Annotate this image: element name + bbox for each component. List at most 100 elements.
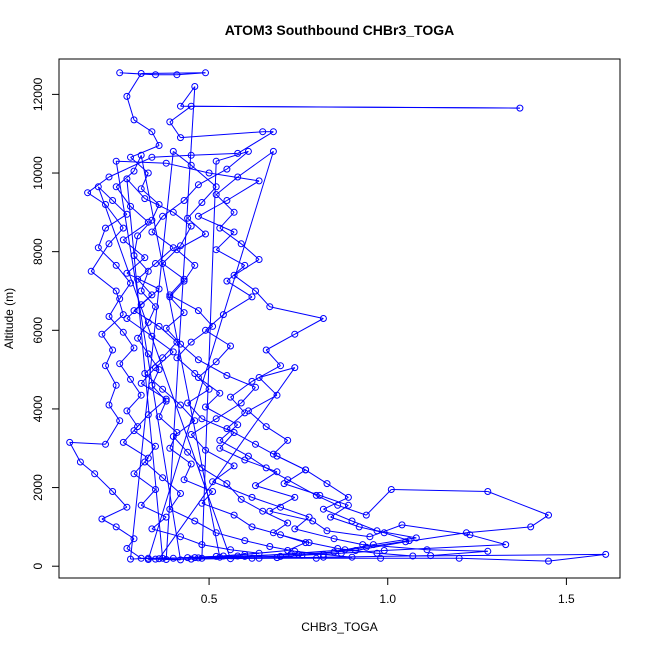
data-point (187, 460, 195, 468)
series-line-segment (405, 532, 467, 543)
data-point (123, 503, 131, 511)
series-line-segment (169, 508, 196, 522)
series-line-segment (162, 245, 181, 264)
data-point (173, 338, 181, 346)
data-point (180, 197, 188, 204)
series-line-segment (255, 471, 278, 487)
data-point (262, 423, 270, 431)
data-point (241, 550, 249, 558)
data-point (137, 554, 145, 562)
series-line-segment (133, 255, 149, 272)
data-point (284, 436, 292, 444)
series-line-segment (105, 420, 121, 445)
data-point (130, 535, 138, 543)
series-line-segment (69, 441, 106, 445)
data-point (484, 488, 492, 495)
data-point (284, 476, 292, 484)
data-point (137, 379, 145, 387)
data-point (137, 185, 145, 193)
data-point (148, 332, 156, 340)
data-point (273, 468, 281, 476)
series-line-segment (190, 325, 213, 343)
data-point (209, 488, 217, 495)
series-line-segment (162, 477, 181, 494)
data-point (177, 134, 184, 142)
data-point (202, 69, 209, 77)
data-point (262, 346, 270, 354)
data-point (187, 161, 195, 169)
data-point (94, 244, 102, 252)
data-point (237, 399, 245, 407)
series-line-segment (198, 168, 228, 186)
data-point (269, 128, 277, 136)
data-point (241, 456, 249, 464)
series-line-segment (530, 514, 549, 528)
series-line-segment (115, 170, 135, 188)
data-point (84, 189, 92, 197)
data-point (255, 554, 263, 562)
series-line-segment (216, 532, 245, 542)
data-point (212, 191, 220, 199)
data-point (137, 391, 145, 399)
series-line-segment (140, 489, 156, 506)
series-line-segment (198, 361, 217, 378)
series-line-segment (165, 86, 196, 560)
data-point (191, 261, 199, 269)
series-line-segment (151, 131, 160, 146)
data-point (162, 159, 170, 167)
series-line-segment (262, 510, 288, 524)
series-line-segment (151, 384, 167, 402)
data-point (248, 523, 256, 531)
data-point (148, 128, 156, 136)
data-point (230, 208, 238, 216)
series-line-segment (215, 231, 235, 251)
data-point (130, 116, 138, 124)
series-line-segment (140, 367, 156, 384)
series-line-segment (201, 502, 235, 516)
series-line-segment (140, 382, 167, 400)
data-point (177, 490, 184, 497)
series-line-segment (162, 341, 178, 359)
series-line-segment (487, 491, 549, 516)
data-point (209, 322, 217, 330)
data-point (177, 556, 184, 564)
data-point (152, 71, 159, 79)
y-tick-label: 6000 (31, 317, 45, 344)
series-line-segment (326, 483, 349, 498)
data-point (123, 407, 131, 415)
data-point (159, 212, 167, 220)
data-point (212, 183, 220, 191)
data-point (119, 438, 127, 446)
data-point (427, 552, 435, 560)
data-point (148, 216, 156, 224)
data-point (230, 228, 238, 236)
series-line-segment (230, 396, 246, 414)
series-line-segment (215, 345, 231, 363)
series-line-segment (548, 553, 606, 562)
data-point (137, 70, 145, 77)
data-point (205, 169, 213, 177)
data-point (194, 374, 202, 381)
data-point (194, 554, 202, 562)
data-point (223, 372, 231, 379)
data-point (344, 493, 352, 501)
data-point (369, 541, 377, 549)
data-point (159, 385, 167, 393)
data-point (112, 157, 120, 165)
series-line-segment (216, 150, 249, 162)
x-tick-label: 1.0 (379, 592, 396, 606)
data-point (112, 261, 120, 269)
data-point (162, 395, 170, 403)
series-line-segment (180, 404, 196, 422)
series-line-segment (133, 310, 160, 327)
series-line-segment (133, 473, 156, 490)
data-point (198, 541, 206, 549)
data-point (291, 330, 299, 338)
data-point (166, 293, 174, 301)
series-line-segment (137, 219, 153, 237)
series-line-segment (366, 540, 410, 548)
series-line-segment (294, 528, 335, 540)
data-point (159, 260, 167, 267)
data-point (127, 153, 134, 161)
data-point (109, 488, 117, 495)
